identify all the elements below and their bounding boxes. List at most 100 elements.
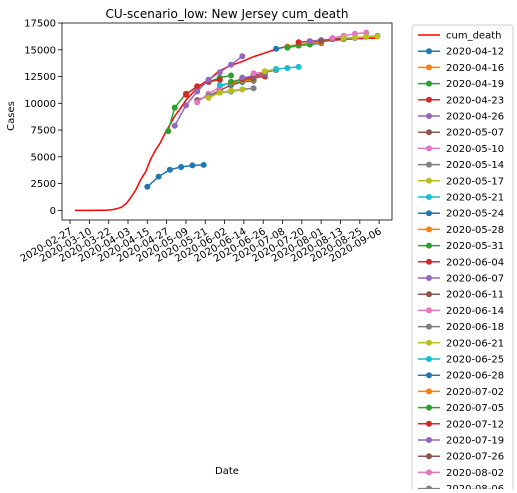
legend-marker <box>426 420 432 427</box>
data-point <box>273 45 280 52</box>
legend-marker <box>426 161 432 168</box>
series-line-2020-07-02 <box>287 41 322 48</box>
y-tick-label: 17500 <box>24 19 56 30</box>
legend-label: 2020-04-19 <box>446 79 504 90</box>
legend-marker <box>426 48 432 55</box>
data-point <box>228 72 234 79</box>
series-line-cum-death <box>74 37 380 212</box>
y-tick-label: 0 <box>50 206 56 217</box>
data-point <box>189 162 196 169</box>
data-point <box>178 164 185 170</box>
data-point <box>205 94 212 101</box>
y-tick-label: 10000 <box>24 99 56 110</box>
data-point <box>216 89 223 96</box>
legend-label: 2020-05-31 <box>446 241 504 252</box>
plot-frame <box>61 22 393 221</box>
data-point <box>183 102 189 109</box>
legend-label: 2020-04-23 <box>446 95 504 106</box>
data-point <box>250 70 257 77</box>
legend-label: 2020-06-18 <box>446 322 504 333</box>
legend-marker <box>426 145 432 152</box>
data-point <box>329 35 336 41</box>
legend-marker <box>426 291 432 298</box>
data-point <box>318 38 325 45</box>
x-axis: 2020-02-272020-03-102020-03-222020-04-03… <box>19 220 384 265</box>
series-line-2020-04-23 <box>185 78 220 96</box>
legend-label: 2020-06-07 <box>446 274 504 285</box>
legend-label: 2020-05-07 <box>446 128 504 139</box>
data-point <box>228 61 234 68</box>
data-point <box>216 76 223 83</box>
data-point <box>306 38 313 45</box>
legend-label: 2020-07-19 <box>446 436 504 447</box>
legend-marker <box>426 96 432 103</box>
legend-marker <box>426 453 432 460</box>
legend-label: 2020-05-10 <box>446 144 504 155</box>
legend-marker <box>426 258 432 265</box>
data-point <box>216 69 223 76</box>
legend-label: 2020-08-06 <box>446 484 504 489</box>
data-point <box>144 183 151 190</box>
series-line-2020-08-09 <box>343 35 378 39</box>
data-point <box>200 161 207 168</box>
legend-label: 2020-08-02 <box>446 468 504 479</box>
legend-marker <box>426 226 432 233</box>
legend-marker <box>426 210 432 217</box>
series-line-2020-05-17 <box>208 88 243 99</box>
y-tick-label: 7500 <box>31 126 56 137</box>
legend-label: 2020-06-25 <box>446 355 504 366</box>
legend-label: 2020-05-24 <box>446 209 504 220</box>
legend-label: 2020-04-12 <box>446 47 504 58</box>
y-tick-label: 15000 <box>24 45 56 56</box>
data-point <box>166 166 173 173</box>
legend-label: 2020-05-14 <box>446 160 504 171</box>
y-axis-label: Cases <box>6 101 17 131</box>
legend-label: 2020-04-26 <box>446 112 504 123</box>
data-point <box>239 74 246 81</box>
legend-marker <box>426 323 432 330</box>
y-tick-label: 12500 <box>24 72 56 83</box>
legend-label: 2020-07-26 <box>446 452 504 463</box>
data-point <box>171 122 178 129</box>
legend-label: cum_death <box>446 31 501 42</box>
legend-marker <box>426 388 432 395</box>
legend-marker <box>426 339 432 346</box>
data-point <box>295 39 302 46</box>
legend-label: 2020-07-02 <box>446 387 504 398</box>
legend-marker <box>426 372 432 379</box>
data-point <box>363 33 370 40</box>
legend-frame <box>411 24 514 493</box>
data-point <box>228 87 234 94</box>
legend-marker <box>426 194 432 200</box>
legend-marker <box>426 356 432 362</box>
legend-label: 2020-05-21 <box>446 193 504 204</box>
chart-title: CU-scenario_low: New Jersey cum_death <box>106 7 349 21</box>
legend-label: 2020-06-14 <box>446 306 504 317</box>
data-point <box>363 29 370 36</box>
data-point <box>228 78 234 85</box>
legend-marker <box>426 80 432 87</box>
data-point <box>194 99 201 106</box>
legend-label: 2020-05-17 <box>446 176 504 187</box>
legend-marker <box>426 437 432 443</box>
legend-marker <box>426 113 432 119</box>
legend-marker <box>426 129 432 136</box>
y-axis: 0 2500 5000 7500 10000 12500 15000 17500 <box>24 19 62 217</box>
data-point <box>239 86 246 93</box>
data-point <box>216 82 223 89</box>
legend-marker <box>426 242 432 249</box>
data-point <box>273 66 280 72</box>
data-point <box>261 68 268 75</box>
legend-label: 2020-06-28 <box>446 371 504 382</box>
data-point <box>295 63 302 70</box>
data-point <box>194 88 201 95</box>
legend-label: 2020-06-11 <box>446 290 504 301</box>
legend-marker <box>426 469 432 476</box>
plot-area <box>61 22 393 221</box>
data-point <box>340 35 347 41</box>
data-point <box>352 34 358 41</box>
y-tick-label: 5000 <box>31 152 56 163</box>
data-point <box>374 33 381 40</box>
